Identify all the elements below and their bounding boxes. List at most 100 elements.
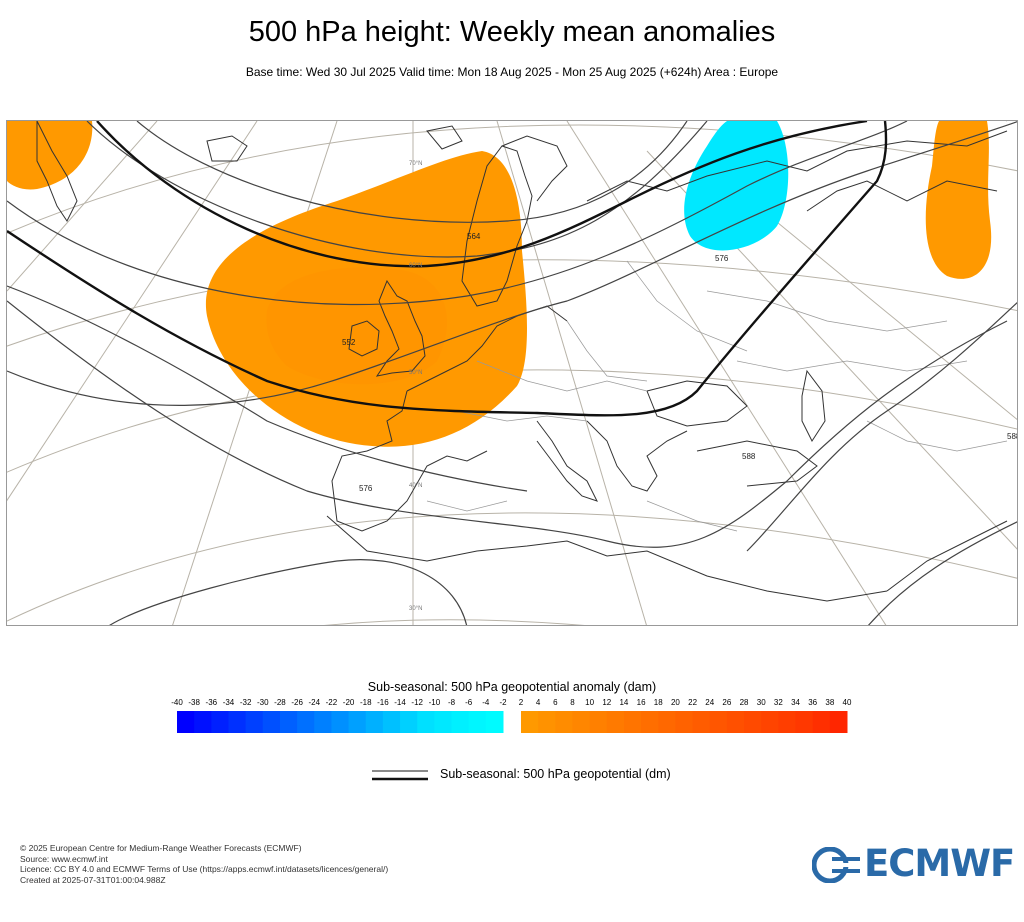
contour-588: [109, 559, 468, 625]
height-contours: [7, 121, 1017, 625]
contour-legend-label: Sub-seasonal: 500 hPa geopotential (dm): [440, 767, 671, 781]
colorbar-swatch-negative: [417, 711, 435, 733]
colorbar-tick-label: 18: [654, 698, 663, 707]
colorbar-swatch-positive: [795, 711, 814, 733]
colorbar-swatch-positive: [572, 711, 591, 733]
latitude-labels: 30°N 40°N 50°N 60°N 70°N: [409, 161, 422, 612]
ecmwf-logo-icon: [812, 847, 860, 883]
colorbar-tick-label: -16: [377, 698, 389, 707]
footer: © 2025 European Centre for Medium-Range …: [20, 843, 388, 885]
colorbar-swatch-negative: [297, 711, 315, 733]
colorbar-tick-label: -6: [465, 698, 473, 707]
colorbar-tick-label: -4: [482, 698, 490, 707]
colorbar-swatch-positive: [555, 711, 573, 733]
colorbar-swatch-negative: [468, 711, 487, 733]
colorbar-tick-label: -10: [429, 698, 441, 707]
colorbar-tick-label: 38: [825, 698, 834, 707]
colorbar-tick-label: 2: [519, 698, 524, 707]
colorbar-tick-label: -20: [343, 698, 355, 707]
colorbar-swatch-positive: [744, 711, 762, 733]
colorbar-tick-label: -38: [188, 698, 200, 707]
map-panel: 552 564 576 576 588 588 30°N 40°N 50°N 6…: [6, 120, 1018, 626]
colorbar-tick-label: 4: [536, 698, 541, 707]
colorbar-tick-label: 36: [808, 698, 817, 707]
colorbar-swatch-negative: [245, 711, 264, 733]
footer-source: Source: www.ecmwf.int: [20, 853, 108, 864]
map-canvas: 552 564 576 576 588 588 30°N 40°N 50°N 6…: [7, 121, 1018, 625]
colorbar-tick-label: -30: [257, 698, 269, 707]
colorbar-swatch-negative: [194, 711, 212, 733]
colorbar-tick-labels: -40 -38 -36 -34 -32 -30 -28 -26 -24 -22 -20 -18 -16-…: [171, 698, 852, 707]
colorbar-swatch-positive: [812, 711, 831, 733]
colorbar-tick-label: 20: [671, 698, 680, 707]
colorbar-tick-label: 14: [619, 698, 628, 707]
colorbar-swatch-negative: [177, 711, 195, 733]
colorbar-swatch-negative: [382, 711, 401, 733]
contour-label-576b: 576: [715, 254, 729, 263]
colorbar-tick-label: 12: [602, 698, 611, 707]
colorbar-positive: [521, 711, 848, 733]
height-contours-bold: [7, 121, 888, 417]
colorbar-swatch-positive: [641, 711, 659, 733]
ecmwf-logo[interactable]: ECMWF: [812, 842, 1015, 885]
lat-label-50: 50°N: [409, 370, 422, 376]
colorbar-swatch-positive: [675, 711, 694, 733]
colorbar-swatch-negative: [314, 711, 332, 733]
colorbar-swatch-positive: [521, 711, 539, 733]
lat-label-40: 40°N: [409, 483, 422, 489]
colorbar-tick-label: -36: [206, 698, 218, 707]
footer-licence: Licence: CC BY 4.0 and ECMWF Terms of Us…: [20, 864, 389, 874]
colorbar-swatch-negative: [365, 711, 384, 733]
colorbar-tick-label: -34: [223, 698, 235, 707]
colorbar-negative: [177, 711, 504, 733]
colorbar-swatch-negative: [348, 711, 367, 733]
colorbar-swatch-positive: [778, 711, 797, 733]
colorbar-tick-label: -40: [171, 698, 183, 707]
lat-label-60: 60°N: [409, 263, 422, 269]
contour-label-588a: 588: [742, 452, 756, 461]
contour-label-588b: 588: [1007, 432, 1018, 441]
contour-576-s: [7, 300, 1008, 548]
contour-564: [96, 121, 868, 268]
colorbar-swatch-negative: [451, 711, 470, 733]
contour-552: [7, 121, 908, 306]
colorbar-swatch-positive: [589, 711, 608, 733]
colorbar-tick-label: -2: [499, 698, 507, 707]
colorbar-swatch-positive: [761, 711, 779, 733]
colorbar-swatch-positive: [658, 711, 676, 733]
contour-540: [136, 121, 688, 223]
colorbar-tick-label: -26: [291, 698, 303, 707]
colorbar-tick-label: -22: [326, 698, 338, 707]
colorbar-tick-label: -8: [448, 698, 456, 707]
colorbar-tick-label: 32: [774, 698, 783, 707]
colorbar-swatch-positive: [709, 711, 728, 733]
colorbar-tick-label: 34: [791, 698, 800, 707]
anomaly-colorbar: -40 -38 -36 -34 -32 -30 -28 -26 -24 -22 -20 -18 -16-…: [171, 698, 852, 733]
contour-558: [7, 121, 1017, 406]
anomaly-legend-title: Sub-seasonal: 500 hPa geopotential anoma…: [367, 680, 657, 694]
contour-legend-lines: [372, 770, 428, 781]
positive-anomaly-siberia: [925, 121, 992, 279]
colorbar-swatch-negative: [400, 711, 418, 733]
chart-subtitle: Base time: Wed 30 Jul 2025 Valid time: M…: [245, 65, 779, 79]
colorbar-tick-label: 40: [843, 698, 852, 707]
positive-anomaly-greenland: [7, 121, 93, 190]
colorbar-tick-label: 6: [553, 698, 558, 707]
colorbar-tick-label: 26: [722, 698, 731, 707]
colorbar-tick-label: -14: [394, 698, 406, 707]
chart-title: 500 hPa height: Weekly mean anomalies: [248, 16, 776, 48]
colorbar-swatch-negative: [485, 711, 504, 733]
contour-546: [86, 121, 708, 258]
colorbar-tick-label: -28: [274, 698, 286, 707]
colorbar-tick-label: 10: [585, 698, 594, 707]
contour-labels: 552 564 576 576 588 588: [342, 232, 1018, 493]
colorbar-swatch-positive: [692, 711, 711, 733]
footer-copyright: © 2025 European Centre for Medium-Range …: [20, 843, 302, 853]
colorbar-swatch-negative: [279, 711, 298, 733]
colorbar-tick-label: 24: [705, 698, 714, 707]
colorbar-swatch-negative: [331, 711, 350, 733]
contour-570: [7, 285, 528, 492]
colorbar-swatch-negative: [434, 711, 453, 733]
contour-label-552: 552: [342, 338, 356, 347]
colorbar-tick-label: 28: [740, 698, 749, 707]
